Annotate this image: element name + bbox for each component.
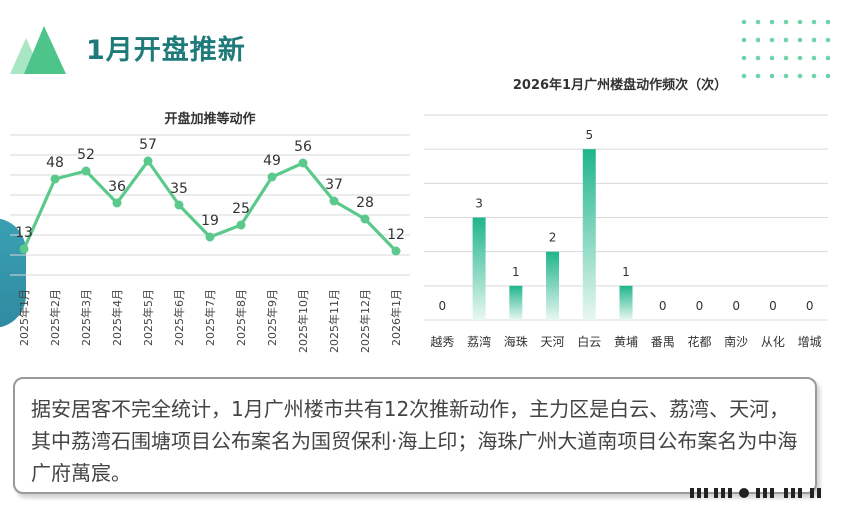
- line-chart-data-label: 25: [232, 201, 250, 217]
- bar-chart-data-label: 0: [769, 299, 777, 313]
- bar-chart-data-label: 1: [622, 265, 630, 279]
- bar-chart-x-tick-label: 荔湾: [467, 334, 491, 349]
- line-chart-x-tick-label: 2025年5月: [141, 289, 155, 346]
- line-chart-x-tick-label: 2025年7月: [203, 289, 217, 346]
- bar-chart-bar: [546, 251, 560, 320]
- line-chart-x-tick-label: 2025年11月: [327, 289, 341, 353]
- line-chart-data-label: 28: [356, 195, 374, 211]
- line-chart-data-labels: 13 48 52 36 57 35 19 25 49 56 37 28 12: [15, 137, 405, 243]
- footer-decorative-marks: [690, 488, 821, 498]
- line-chart-x-tick-label: 2026年1月: [389, 289, 403, 346]
- bar-chart-bar: [619, 285, 633, 320]
- line-chart-x-tick-label: 2025年1月: [17, 289, 31, 346]
- line-chart-point: [81, 166, 91, 176]
- line-chart-data-label: 12: [387, 227, 405, 243]
- line-chart-point: [50, 174, 60, 184]
- line-chart-gridlines: [10, 134, 410, 276]
- line-chart-x-tick-label: 2025年10月: [296, 289, 310, 353]
- line-chart-point: [329, 196, 339, 206]
- bar-chart-data-label: 5: [585, 128, 593, 142]
- line-chart-point: [174, 200, 184, 210]
- line-chart-data-label: 48: [46, 155, 64, 171]
- bar-chart-data-label: 0: [806, 299, 814, 313]
- summary-box: 据安居客不完全统计，1月广州楼市共有12次推新动作，主力区是白云、荔湾、天河，其…: [13, 377, 817, 494]
- line-chart-data-label: 49: [263, 153, 281, 169]
- line-chart-data-label: 13: [15, 225, 33, 241]
- summary-text: 据安居客不完全统计，1月广州楼市共有12次推新动作，主力区是白云、荔湾、天河，其…: [31, 397, 798, 485]
- decorative-half-circle: [0, 218, 26, 328]
- bar-chart-x-tick-label: 番禺: [651, 335, 675, 349]
- bar-chart-data-labels: 0 3 1 2 5 1 0 0 0 0 0: [439, 128, 814, 313]
- bar-chart-bar: [509, 285, 523, 320]
- line-chart-open-actions: 13 48 52 36 57 35 19 25 49 56 37 28 12 2025年1月 2025年2…: [10, 134, 410, 353]
- line-chart-x-tick-label: 2025年9月: [265, 289, 279, 346]
- bar-chart-x-tick-label: 天河: [541, 335, 565, 349]
- bar-chart-data-label: 0: [439, 299, 447, 313]
- bar-chart-title: 2026年1月广州楼盘动作频次（次）: [512, 78, 728, 93]
- line-chart-data-label: 37: [325, 177, 343, 193]
- bar-chart-bar: [582, 149, 596, 320]
- line-chart-x-tick-labels: 2025年1月 2025年2月 2025年3月 2025年4月 2025年5月 2025年…: [17, 289, 403, 353]
- bar-chart-x-tick-label: 花都: [687, 334, 711, 349]
- bar-chart-data-label: 0: [659, 299, 667, 313]
- line-chart-point: [19, 244, 29, 254]
- line-chart-x-tick-label: 2025年4月: [110, 289, 124, 346]
- decorative-dot-grid: [741, 19, 831, 79]
- bar-chart-x-tick-label: 海珠: [504, 334, 528, 349]
- page-title: 1月开盘推新: [86, 35, 246, 66]
- line-chart-title-text: 开盘加推等动作: [164, 112, 256, 127]
- line-chart-x-tick-label: 2025年6月: [172, 289, 186, 346]
- line-chart-point: [391, 246, 401, 256]
- bar-chart-district-frequency: 0 3 1 2 5 1 0 0 0 0 0 越秀 荔湾 海珠 天河 白云 黄埔 番禺 花都 南沙 从化 增城: [424, 114, 828, 349]
- line-chart-data-label: 57: [139, 137, 157, 153]
- line-chart-point: [298, 158, 308, 168]
- line-chart-x-tick-label: 2025年12月: [358, 289, 372, 353]
- line-chart-x-tick-label: 2025年2月: [48, 289, 62, 346]
- line-chart-data-label: 36: [108, 179, 126, 195]
- line-chart-points: [19, 156, 401, 256]
- bar-chart-data-label: 3: [475, 197, 483, 211]
- line-chart-point: [360, 214, 370, 224]
- bar-chart-data-label: 0: [696, 299, 704, 313]
- line-chart-point: [112, 198, 122, 208]
- bar-chart-x-tick-label: 越秀: [430, 335, 454, 349]
- bar-chart-data-label: 0: [732, 299, 740, 313]
- mountain-logo-icon: [10, 26, 66, 74]
- line-chart-point: [267, 172, 277, 182]
- bar-chart-x-tick-label: 白云: [577, 334, 601, 349]
- bar-chart-x-tick-label: 南沙: [724, 334, 748, 349]
- bar-chart-data-label: 1: [512, 265, 520, 279]
- line-chart-data-label: 19: [201, 213, 219, 229]
- line-chart-x-tick-label: 2025年3月: [79, 289, 93, 346]
- bar-chart-bar: [472, 217, 486, 320]
- line-chart-data-label: 52: [77, 147, 95, 163]
- line-chart-point: [236, 220, 246, 230]
- bar-chart-data-label: 2: [549, 231, 557, 245]
- bar-chart-x-tick-labels: 越秀 荔湾 海珠 天河 白云 黄埔 番禺 花都 南沙 从化 增城: [430, 334, 821, 349]
- bar-chart-bars: [472, 149, 633, 320]
- line-chart-data-label: 35: [170, 181, 188, 197]
- line-chart-data-label: 56: [294, 139, 312, 155]
- bar-chart-x-tick-label: 从化: [761, 335, 785, 349]
- line-chart-point: [143, 156, 153, 166]
- line-chart-x-tick-label: 2025年8月: [234, 289, 248, 346]
- line-chart-point: [205, 232, 215, 242]
- bar-chart-x-tick-label: 增城: [798, 335, 822, 349]
- bar-chart-x-tick-label: 黄埔: [614, 335, 638, 349]
